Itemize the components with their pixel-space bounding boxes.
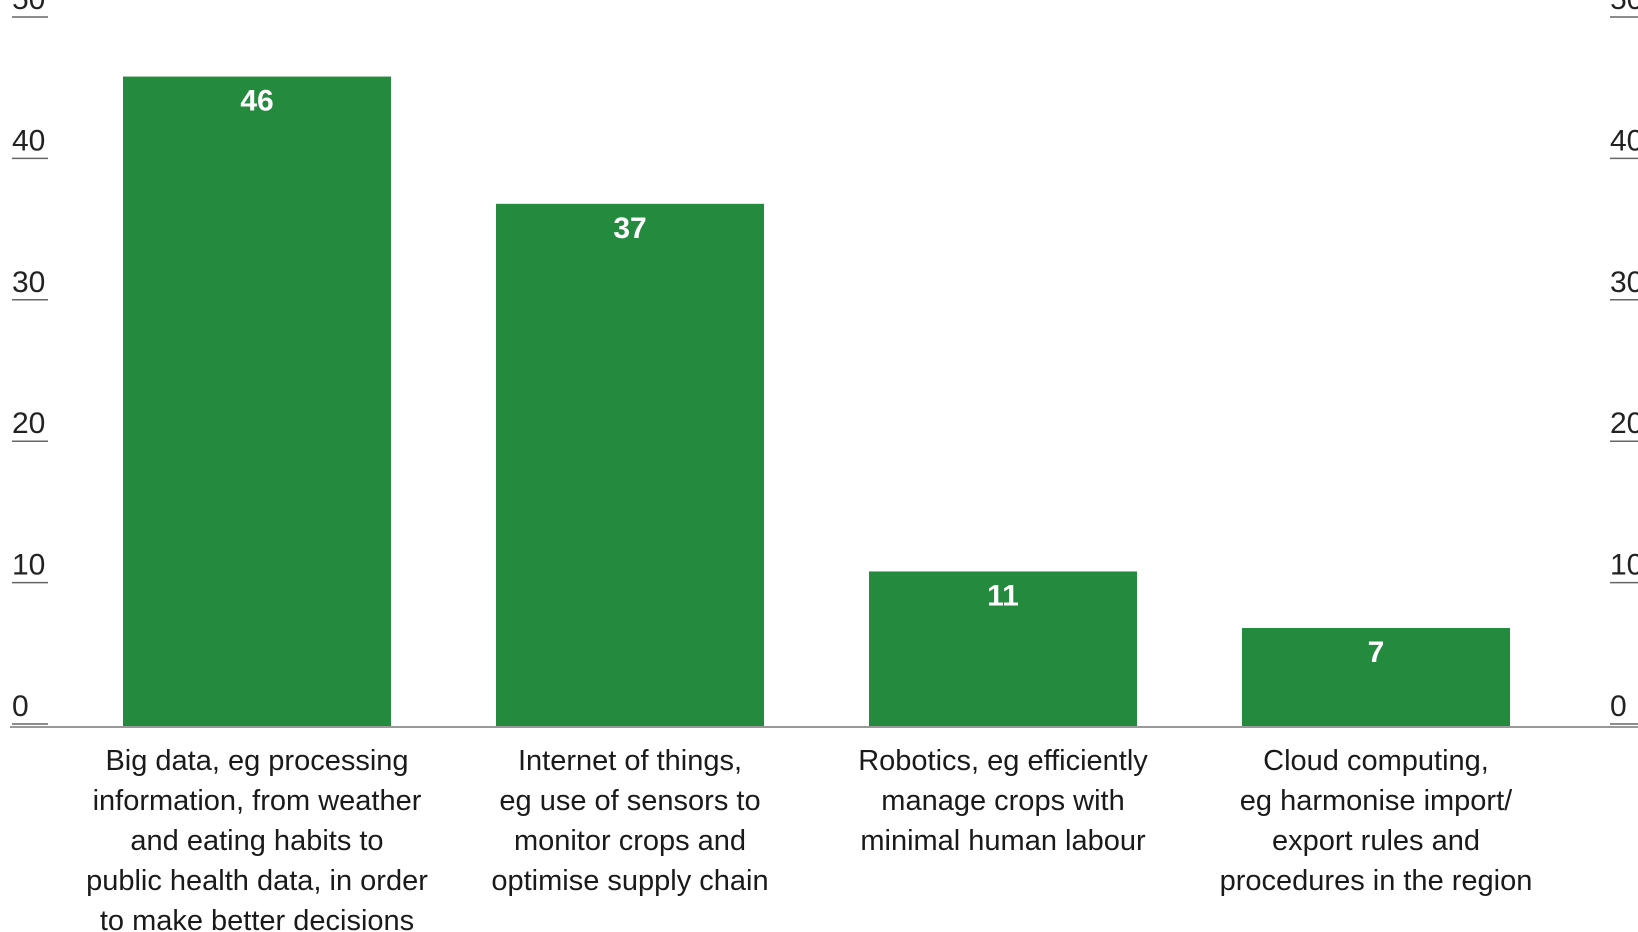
category-label-line: Cloud computing, <box>1263 745 1489 777</box>
y-tick-label-left: 30 <box>12 266 45 299</box>
y-tick-label-right: 50 <box>1610 0 1638 16</box>
category-label-line: and eating habits to <box>130 825 383 857</box>
bar <box>1242 628 1510 727</box>
category-label-line: minimal human labour <box>860 825 1146 857</box>
bar-value-label: 11 <box>987 579 1019 612</box>
category-label: Big data, eg processing information, from… <box>86 745 428 932</box>
bar-value-label: 7 <box>1368 636 1385 669</box>
bar <box>869 571 1137 727</box>
category-label-line: Big data, eg processing <box>105 745 408 777</box>
y-tick-label-left: 10 <box>12 549 45 582</box>
y-tick-label-right: 40 <box>1610 124 1638 157</box>
bars: 46 37 11 7 <box>123 76 1510 727</box>
y-tick-label-left: 50 <box>12 0 45 16</box>
bar-value-label: 37 <box>613 212 646 245</box>
bar <box>123 76 391 727</box>
category-label: Robotics, eg efficiently manage crops wit… <box>858 745 1148 857</box>
right-y-axis: 0 10 20 30 40 50 <box>1610 0 1638 725</box>
category-label-line: monitor crops and <box>514 825 746 857</box>
category-label-line: to make better decisions <box>100 905 414 932</box>
y-tick-label-left: 40 <box>12 124 45 157</box>
category-label-line: eg harmonise import/ <box>1240 785 1513 817</box>
y-tick-label-left: 0 <box>12 690 29 723</box>
category-label-line: Internet of things, <box>518 745 742 777</box>
category-label-line: public health data, in order <box>86 865 428 897</box>
category-label: Internet of things, eg use of sensors to m… <box>491 745 768 897</box>
category-label-line: eg use of sensors to <box>499 785 760 817</box>
y-tick-label-right: 10 <box>1610 549 1638 582</box>
category-label-line: optimise supply chain <box>491 865 768 897</box>
y-tick-label-right: 20 <box>1610 407 1638 440</box>
category-label-line: information, from weather <box>93 785 422 817</box>
category-label: Cloud computing, eg harmonise import/expo… <box>1220 745 1533 897</box>
bar <box>496 203 764 727</box>
category-label-line: procedures in the region <box>1220 865 1533 897</box>
category-label-line: Robotics, eg efficiently <box>858 745 1148 777</box>
y-tick-label-left: 20 <box>12 407 45 440</box>
bar-value-label: 46 <box>240 85 273 118</box>
y-tick-label-right: 0 <box>1610 690 1627 723</box>
y-tick-label-right: 30 <box>1610 266 1638 299</box>
left-y-axis: 0 10 20 30 40 50 <box>12 0 48 725</box>
category-label-line: manage crops with <box>881 785 1124 817</box>
category-label-line: export rules and <box>1272 825 1480 857</box>
category-labels: Big data, eg processing information, from… <box>86 745 1532 932</box>
